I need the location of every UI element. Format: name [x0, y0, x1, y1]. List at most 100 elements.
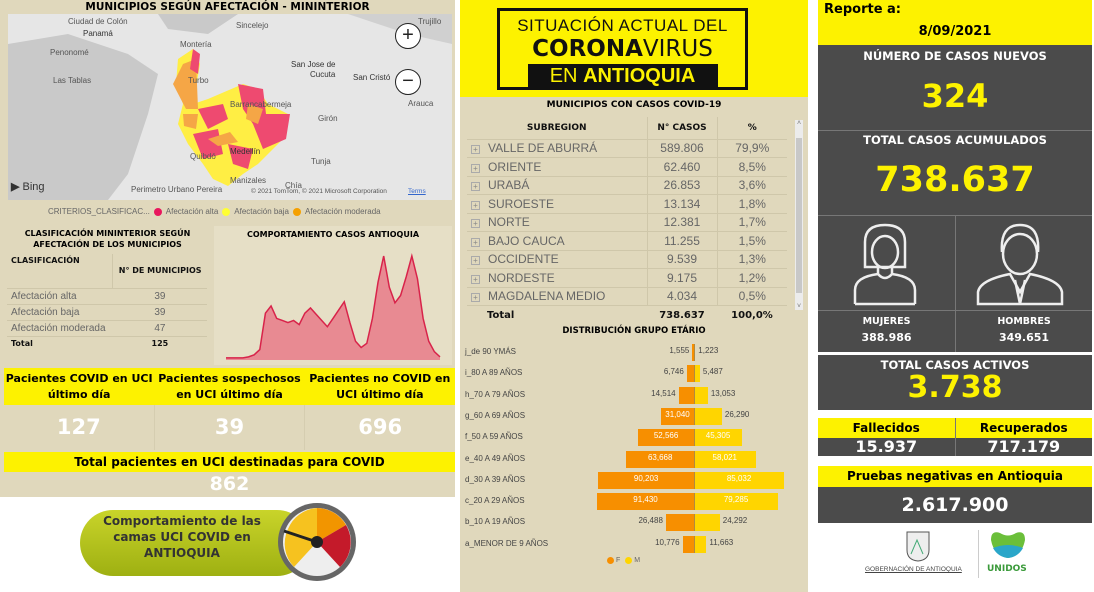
bar-male[interactable]	[694, 386, 708, 404]
scroll-down-icon[interactable]: ˅	[796, 303, 802, 310]
age-label: j_de 90 YMÁS	[465, 347, 516, 356]
bar-female[interactable]	[665, 514, 694, 532]
bar-female[interactable]	[638, 429, 694, 447]
uci-header: Pacientes sospechosos en UCI último día	[158, 372, 301, 401]
expand-icon[interactable]: +	[471, 274, 480, 284]
age-label: d_30 A 39 AÑOS	[465, 474, 526, 484]
male-value-label: 45,305	[705, 431, 731, 441]
expand-icon[interactable]: +	[471, 293, 480, 303]
pyramid-title: DISTRIBUCIÓN GRUPO ETÁRIO	[562, 326, 706, 336]
gov-logo-text: GOBERNACIÓN DE ANTIOQUIA	[865, 566, 962, 573]
man-icon	[976, 223, 1064, 306]
table-scrollbar[interactable]: ˄ ˅	[795, 120, 803, 310]
pct-cell: 3,6%	[717, 176, 787, 195]
age-label: e_40 A 49 AÑOS	[465, 453, 526, 463]
expand-icon[interactable]: +	[471, 163, 480, 173]
cases-cell: 62.460	[646, 157, 718, 177]
scroll-up-icon[interactable]: ˄	[796, 120, 802, 127]
report-date: 8/09/2021	[918, 24, 992, 39]
bar-male[interactable]	[694, 365, 700, 383]
table-row[interactable]: + BAJO CAUCA 11.255 1,5%	[467, 231, 787, 251]
cases-cell: 12.381	[646, 213, 718, 232]
table-row[interactable]: + NORTE 12.381 1,7%	[467, 213, 787, 232]
bar-male[interactable]	[694, 535, 707, 553]
scroll-thumb[interactable]	[796, 138, 802, 293]
bar-female[interactable]	[692, 344, 694, 361]
uci-total-label: Total pacientes en UCI destinadas para C…	[4, 452, 455, 472]
bar-female[interactable]	[686, 365, 694, 383]
bar-female[interactable]	[661, 407, 694, 425]
terms-link[interactable]: Terms	[408, 188, 426, 195]
age-label: b_10 A 19 AÑOS	[465, 517, 526, 527]
bar-male[interactable]	[694, 407, 722, 425]
legend-dot-icon	[292, 207, 301, 216]
age-label: i_80 A 89 AÑOS	[465, 368, 523, 378]
bar-male[interactable]	[694, 450, 756, 468]
uci-header: Pacientes COVID en UCI último día	[5, 372, 153, 401]
col-header-casos[interactable]: N° CASOS	[646, 117, 718, 140]
legend-item: Afectación moderada	[304, 207, 381, 216]
cases-cell: 9.175	[646, 268, 718, 288]
col-header-pct[interactable]: %	[717, 117, 787, 140]
uci-total-value: 862	[209, 473, 250, 495]
bar-male[interactable]	[694, 471, 785, 489]
bar-male[interactable]	[694, 514, 720, 532]
axis-line	[693, 535, 695, 553]
female-value-label: 14,514	[651, 388, 676, 398]
map[interactable]: Ciudad de Colón Panamá Penonomé Las Tabl…	[8, 14, 452, 200]
table-row[interactable]: + ORIENTE 62.460 8,5%	[467, 157, 787, 177]
expand-icon[interactable]: +	[471, 256, 480, 266]
unidos-text: UNIDOS	[987, 564, 1027, 574]
negative-tests-value: 2.617.900	[818, 487, 1092, 523]
female-value-label: 26,488	[638, 516, 663, 526]
expand-icon[interactable]: +	[471, 237, 480, 247]
bar-female[interactable]	[626, 450, 694, 468]
expand-icon[interactable]: +	[471, 182, 480, 192]
classification-title: CLASIFICACIÓN MININTERIOR SEGÚN AFECTACI…	[24, 229, 191, 249]
bar-female[interactable]	[678, 386, 694, 404]
cell: 100,0%	[731, 309, 773, 321]
expand-icon[interactable]: +	[471, 145, 480, 155]
expand-icon[interactable]: +	[471, 219, 480, 229]
bar-female[interactable]	[682, 535, 694, 553]
zoom-in-button[interactable]: +	[395, 23, 421, 49]
table-row[interactable]: + NORDESTE 9.175 1,2%	[467, 268, 787, 288]
map-label: Las Tablas	[53, 76, 92, 85]
bar-male[interactable]	[694, 429, 743, 447]
subregion-name: URABÁ	[488, 178, 530, 193]
female-value-label: 31,040	[665, 409, 690, 419]
map-label: Chía	[285, 181, 302, 190]
divider	[978, 530, 979, 578]
map-label: Panamá	[83, 29, 113, 38]
logo-virus: VIRUS	[642, 36, 713, 62]
cases-cell: 589.806	[646, 139, 718, 158]
table-row[interactable]: + OCCIDENTE 9.539 1,3%	[467, 250, 787, 269]
table-total: Total 738.637 100,0%	[467, 306, 787, 325]
table-row[interactable]: + VALLE DE ABURRÁ 589.806 79,9%	[467, 139, 787, 158]
map-label: San Jose de	[291, 60, 336, 69]
zoom-out-button[interactable]: −	[395, 69, 421, 95]
cell: Afectación baja	[7, 304, 113, 321]
total-cases-label: TOTAL CASOS ACUMULADOS	[863, 133, 1047, 147]
map-copyright: © 2021 TomTom, © 2021 Microsoft Corporat…	[251, 188, 387, 195]
bar-female[interactable]	[597, 493, 694, 511]
uci-value: 39	[155, 405, 306, 450]
map-label: Tunja	[311, 157, 331, 166]
table-row[interactable]: + URABÁ 26.853 3,6%	[467, 176, 787, 195]
expand-icon[interactable]: +	[471, 200, 480, 210]
male-value-label: 1,223	[698, 346, 719, 355]
bar-female[interactable]	[598, 471, 694, 489]
uci-beds-banner[interactable]: Comportamiento de las camas UCI COVID en…	[80, 503, 365, 581]
axis-line	[693, 386, 695, 404]
bar-male[interactable]	[694, 493, 779, 511]
legend-m: M	[634, 557, 641, 564]
map-label: Quibdó	[190, 152, 216, 161]
table-row[interactable]: + MAGDALENA MEDIO 4.034 0,5%	[467, 287, 787, 306]
female-value-label: 10,776	[655, 537, 680, 547]
col-header-subregion[interactable]: SUBREGION	[467, 117, 647, 140]
subregion-name: SUROESTE	[488, 196, 555, 211]
table-row[interactable]: + SUROESTE 13.134 1,8%	[467, 194, 787, 214]
cell: + URABÁ	[467, 176, 647, 195]
cell: 39	[112, 288, 207, 305]
bar-male[interactable]	[694, 344, 696, 361]
